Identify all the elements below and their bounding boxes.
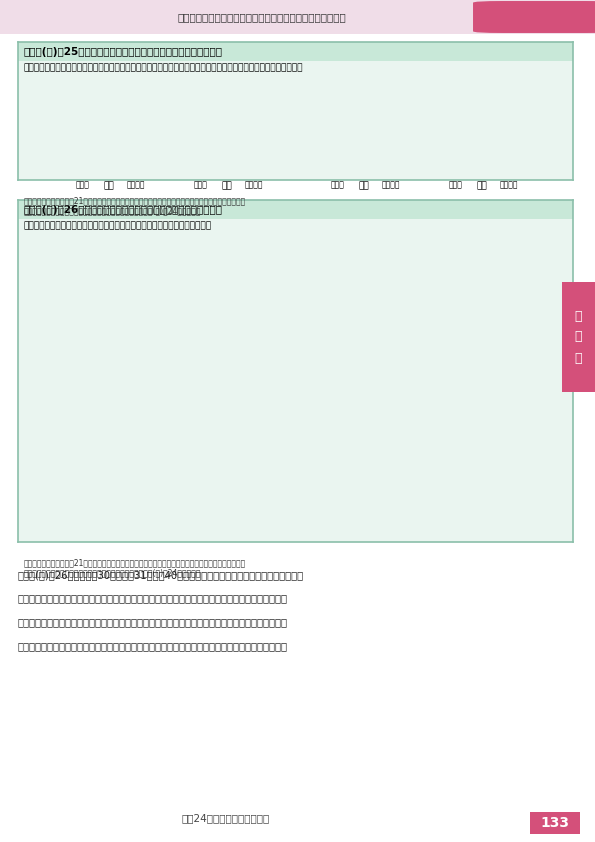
Bar — [62, 264, 102, 352]
Bar — [180, 280, 220, 352]
Bar — [180, 104, 220, 550]
Bar — [116, 274, 156, 352]
Text: 413: 413 — [128, 389, 144, 397]
Text: 251: 251 — [327, 280, 343, 290]
Text: 133: 133 — [540, 816, 569, 830]
Text: 非正社員: 非正社員 — [469, 518, 491, 526]
Title: （女性30歳以下）: （女性30歳以下） — [396, 221, 446, 229]
Text: 277: 277 — [381, 274, 397, 283]
Text: 311: 311 — [192, 413, 208, 423]
Text: 30.4: 30.4 — [499, 84, 518, 93]
Bar — [371, 77, 411, 550]
Text: 31.5: 31.5 — [328, 68, 347, 77]
FancyBboxPatch shape — [473, 1, 595, 33]
Text: 非正社員は正社員と比較して平均初婚年齢は低いが、第１子を持った時の平均年齢は正社員とほとんど変わらない。: 非正社員は正社員と比較して平均初婚年齢は低いが、第１子を持った時の平均年齢は正社… — [24, 64, 303, 72]
Bar — [488, 94, 528, 550]
Bar — [435, 100, 475, 550]
Text: 非正規雇用者、貧困・格差の現状、背景とその問題点、対策: 非正規雇用者、貧困・格差の現状、背景とその問題点、対策 — [177, 12, 346, 22]
Text: 第１節: 第１節 — [535, 12, 554, 22]
Text: 正社員: 正社員 — [101, 370, 117, 379]
Text: 資料出所　厚生労働省「21世紀成年者縦断調査」をもとに厚生労働省労働政策担当参事官室にて特別集計: 資料出所 厚生労働省「21世紀成年者縦断調査」をもとに厚生労働省労働政策担当参事… — [24, 196, 246, 205]
Text: 第２－(１)－25図　雇用形態別の平均初婚年齢、第１子時平均年齢: 第２－(１)－25図 雇用形態別の平均初婚年齢、第１子時平均年齢 — [24, 46, 223, 56]
Title: （男性31歳以上40歳以下）: （男性31歳以上40歳以下） — [130, 368, 206, 377]
Text: （万円）: （万円） — [299, 220, 319, 229]
Text: 210: 210 — [246, 290, 261, 299]
Text: 平成24年版　労働経済の分析: 平成24年版 労働経済の分析 — [182, 813, 270, 823]
FancyBboxPatch shape — [18, 42, 573, 61]
Title: （第１子時平均年齢）: （第１子時平均年齢） — [396, 61, 450, 69]
Bar — [116, 116, 156, 550]
Text: （歳）: （歳） — [301, 59, 316, 68]
Text: （歳）: （歳） — [46, 59, 61, 68]
Text: 345: 345 — [327, 405, 343, 414]
Text: 30.0: 30.0 — [446, 90, 464, 99]
Text: 484: 484 — [74, 371, 90, 381]
Text: 320: 320 — [128, 264, 144, 273]
Bar — [369, 414, 409, 500]
Bar — [433, 470, 473, 500]
Bar — [62, 100, 102, 550]
Bar — [233, 110, 274, 550]
Text: 女性: 女性 — [221, 181, 232, 190]
Text: 30.0: 30.0 — [73, 90, 92, 99]
Text: 296: 296 — [192, 269, 208, 279]
Text: 男性: 男性 — [359, 181, 369, 190]
Bar — [62, 382, 102, 500]
Text: 29.7: 29.7 — [191, 95, 209, 104]
Text: 男性: 男性 — [104, 181, 115, 190]
Bar — [317, 77, 358, 550]
Bar — [315, 416, 355, 500]
FancyBboxPatch shape — [18, 200, 573, 219]
Text: （万円）: （万円） — [299, 368, 319, 377]
Text: 第
１
節: 第 １ 節 — [575, 310, 583, 365]
Title: （女性31歳以上40歳以下）: （女性31歳以上40歳以下） — [383, 368, 459, 377]
Text: 360: 360 — [74, 253, 90, 263]
Text: （注）「正社員」、「非正社員」の定義については、第２－(１)－24図と同じ。: （注）「正社員」、「非正社員」の定義については、第２－(１)－24図と同じ。 — [24, 206, 202, 215]
Text: 非正社員: 非正社員 — [469, 370, 491, 379]
Text: 208: 208 — [246, 439, 262, 448]
Text: 正社員で配偶者の有無別に平均年収を比較すると、男性の場合、配偶者ありの方が、平均年収が高く: 正社員で配偶者の有無別に平均年収を比較すると、男性の場合、配偶者ありの方が、平均… — [18, 594, 288, 604]
Text: 非正社員: 非正社員 — [216, 370, 237, 379]
Text: 男性の場合、同じ雇用形態でも配偶者がいる人の方が年収が高くなっている。: 男性の場合、同じ雇用形態でも配偶者がいる人の方が年収が高くなっている。 — [24, 221, 212, 230]
Text: （万円）: （万円） — [46, 368, 66, 377]
Text: 正社員: 正社員 — [354, 370, 370, 379]
Text: 資料出所　厚生労働省「21世紀成年者縦断調査」をもとに厚生労働省労働政策担当参事官室にて特別集計: 資料出所 厚生労働省「21世紀成年者縦断調査」をもとに厚生労働省労働政策担当参事… — [24, 558, 246, 567]
Text: は低所得が結婚できにくい一因となっていることが推察される。一方、女性の場合は特に非正社員に: は低所得が結婚できにくい一因となっていることが推察される。一方、女性の場合は特に… — [18, 641, 288, 651]
Bar — [487, 312, 527, 352]
Text: 28.9: 28.9 — [127, 107, 145, 116]
Bar — [116, 399, 156, 500]
Text: 124: 124 — [445, 459, 461, 468]
Bar — [315, 290, 355, 352]
Text: 女性: 女性 — [477, 181, 487, 190]
Text: 193: 193 — [499, 442, 515, 451]
Bar — [233, 450, 274, 500]
Text: なっている。同じ正社員、非正社員であっても所得の差が結婚に影響を与えており、特に非正社員で: なっている。同じ正社員、非正社員であっても所得の差が結婚に影響を与えており、特に… — [18, 617, 288, 627]
Text: 166: 166 — [499, 301, 515, 310]
Bar — [487, 453, 527, 500]
Bar — [433, 322, 473, 352]
Text: 第２－(１)－26図　性、雇用形態、配偶者の有無別平均所得の比較: 第２－(１)－26図 性、雇用形態、配偶者の有無別平均所得の比較 — [24, 205, 223, 215]
Text: 29.3: 29.3 — [245, 101, 263, 110]
Text: 126: 126 — [445, 311, 461, 320]
Text: 正社員: 正社員 — [101, 518, 117, 526]
Bar — [369, 285, 409, 352]
Text: 351: 351 — [381, 404, 397, 413]
Title: （男性30歳以下）: （男性30歳以下） — [143, 221, 193, 229]
Bar — [180, 424, 220, 500]
Text: 非正社員: 非正社員 — [216, 518, 237, 526]
Text: 第２－(１)－26図により、30歳以下、31歳以上40歳以下の同一年齢階層内において、正社員と非: 第２－(１)－26図により、30歳以下、31歳以上40歳以下の同一年齢階層内にお… — [18, 570, 304, 580]
Bar — [233, 301, 274, 352]
Title: （平均初婚年齢）: （平均初婚年齢） — [146, 61, 189, 69]
Text: 31.5: 31.5 — [381, 68, 400, 77]
Text: （万円）: （万円） — [46, 220, 66, 229]
Text: 正社員: 正社員 — [354, 518, 370, 526]
Text: （注）「正社員」、「非正社員」の定義については、第２－(１)－24図と同じ。: （注）「正社員」、「非正社員」の定義については、第２－(１)－24図と同じ。 — [24, 568, 202, 577]
